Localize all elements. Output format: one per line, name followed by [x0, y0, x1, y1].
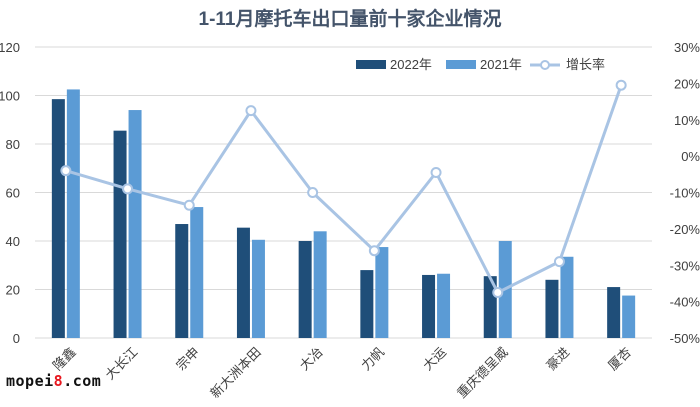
x-tick-label: 重庆德呈威	[454, 344, 511, 401]
x-tick-label: 新大洲本田	[207, 344, 264, 401]
legend-label-growth: 增长率	[566, 57, 605, 72]
bar-2021	[251, 239, 265, 338]
bars	[51, 89, 636, 338]
y-right-tick-label: -20%	[670, 222, 700, 237]
growth-point	[183, 199, 195, 211]
legend: 2022年 2021年 增长率	[356, 57, 605, 72]
bar-2021	[437, 273, 451, 338]
bar-2021	[128, 110, 142, 338]
growth-point	[60, 165, 72, 177]
growth-point	[368, 245, 380, 257]
watermark-number: 8	[53, 372, 64, 390]
watermark: mopei8.com	[6, 372, 101, 390]
growth-line	[60, 79, 627, 299]
y-right-tick-label: -50%	[670, 331, 700, 346]
x-tick-label: 厦杏	[605, 344, 634, 373]
y-left-tick-label: 80	[6, 137, 20, 152]
growth-line-path	[65, 84, 623, 295]
y-left-tick-label: 60	[6, 186, 20, 201]
bar-2021	[66, 89, 80, 338]
bar-2021	[375, 247, 389, 338]
y-right-tick-label: -30%	[670, 258, 700, 273]
watermark-prefix: mopei	[6, 372, 54, 390]
legend-label-2022: 2022年	[390, 57, 432, 72]
y-left-tick-label: 20	[6, 283, 20, 298]
bar-2022	[607, 287, 621, 338]
x-tick-label: 力帆	[358, 344, 387, 373]
bar-2022	[422, 274, 436, 338]
y-left-tick-label: 0	[13, 331, 20, 346]
watermark-suffix: .com	[63, 372, 102, 390]
x-tick-label: 大长江	[102, 344, 140, 382]
bar-2021	[313, 231, 327, 338]
legend-swatch-2021	[446, 60, 476, 69]
y-right-tick-label: 10%	[674, 113, 700, 128]
x-tick-label: 大冶	[297, 344, 326, 373]
bar-2022	[545, 279, 559, 338]
x-tick-label: 豪进	[543, 344, 572, 373]
growth-point	[122, 183, 134, 195]
growth-point	[553, 256, 565, 268]
legend-label-2021: 2021年	[480, 57, 522, 72]
bar-2021	[622, 295, 636, 338]
bar-2021	[560, 256, 574, 338]
y-right-tick-label: -10%	[670, 186, 700, 201]
growth-point	[615, 79, 627, 91]
bar-2022	[175, 224, 189, 338]
y-left-tick-label: 40	[6, 234, 20, 249]
x-tick-label: 宗申	[173, 344, 202, 373]
bar-2022	[113, 130, 127, 338]
x-tick-label: 大运	[420, 344, 449, 373]
y-left-tick-label: 100	[0, 89, 20, 104]
growth-point	[430, 166, 442, 178]
x-tick-label: 隆鑫	[50, 344, 79, 373]
y-left-tick-label: 120	[0, 40, 20, 55]
y-right-tick-label: 0%	[681, 149, 700, 164]
bar-2022	[51, 99, 65, 338]
bar-2021	[190, 207, 204, 338]
y-right-tick-label: -40%	[670, 295, 700, 310]
bar-2022	[360, 270, 374, 338]
legend-swatch-2022	[356, 60, 386, 69]
y-right-tick-label: 20%	[674, 76, 700, 91]
axes: 0 20 40 60 80 100 120 -50% -40% -30% -20% -10% 0% 10%…	[0, 40, 700, 401]
growth-point	[307, 187, 319, 198]
bar-2022	[236, 227, 250, 338]
bar-2022	[298, 241, 312, 338]
y-right-tick-label: 30%	[674, 40, 700, 55]
growth-point	[492, 287, 504, 299]
growth-point	[245, 105, 257, 117]
chart-title: 1-11月摩托车出口量前十家企业情况	[199, 7, 502, 30]
legend-marker-growth	[540, 60, 550, 70]
